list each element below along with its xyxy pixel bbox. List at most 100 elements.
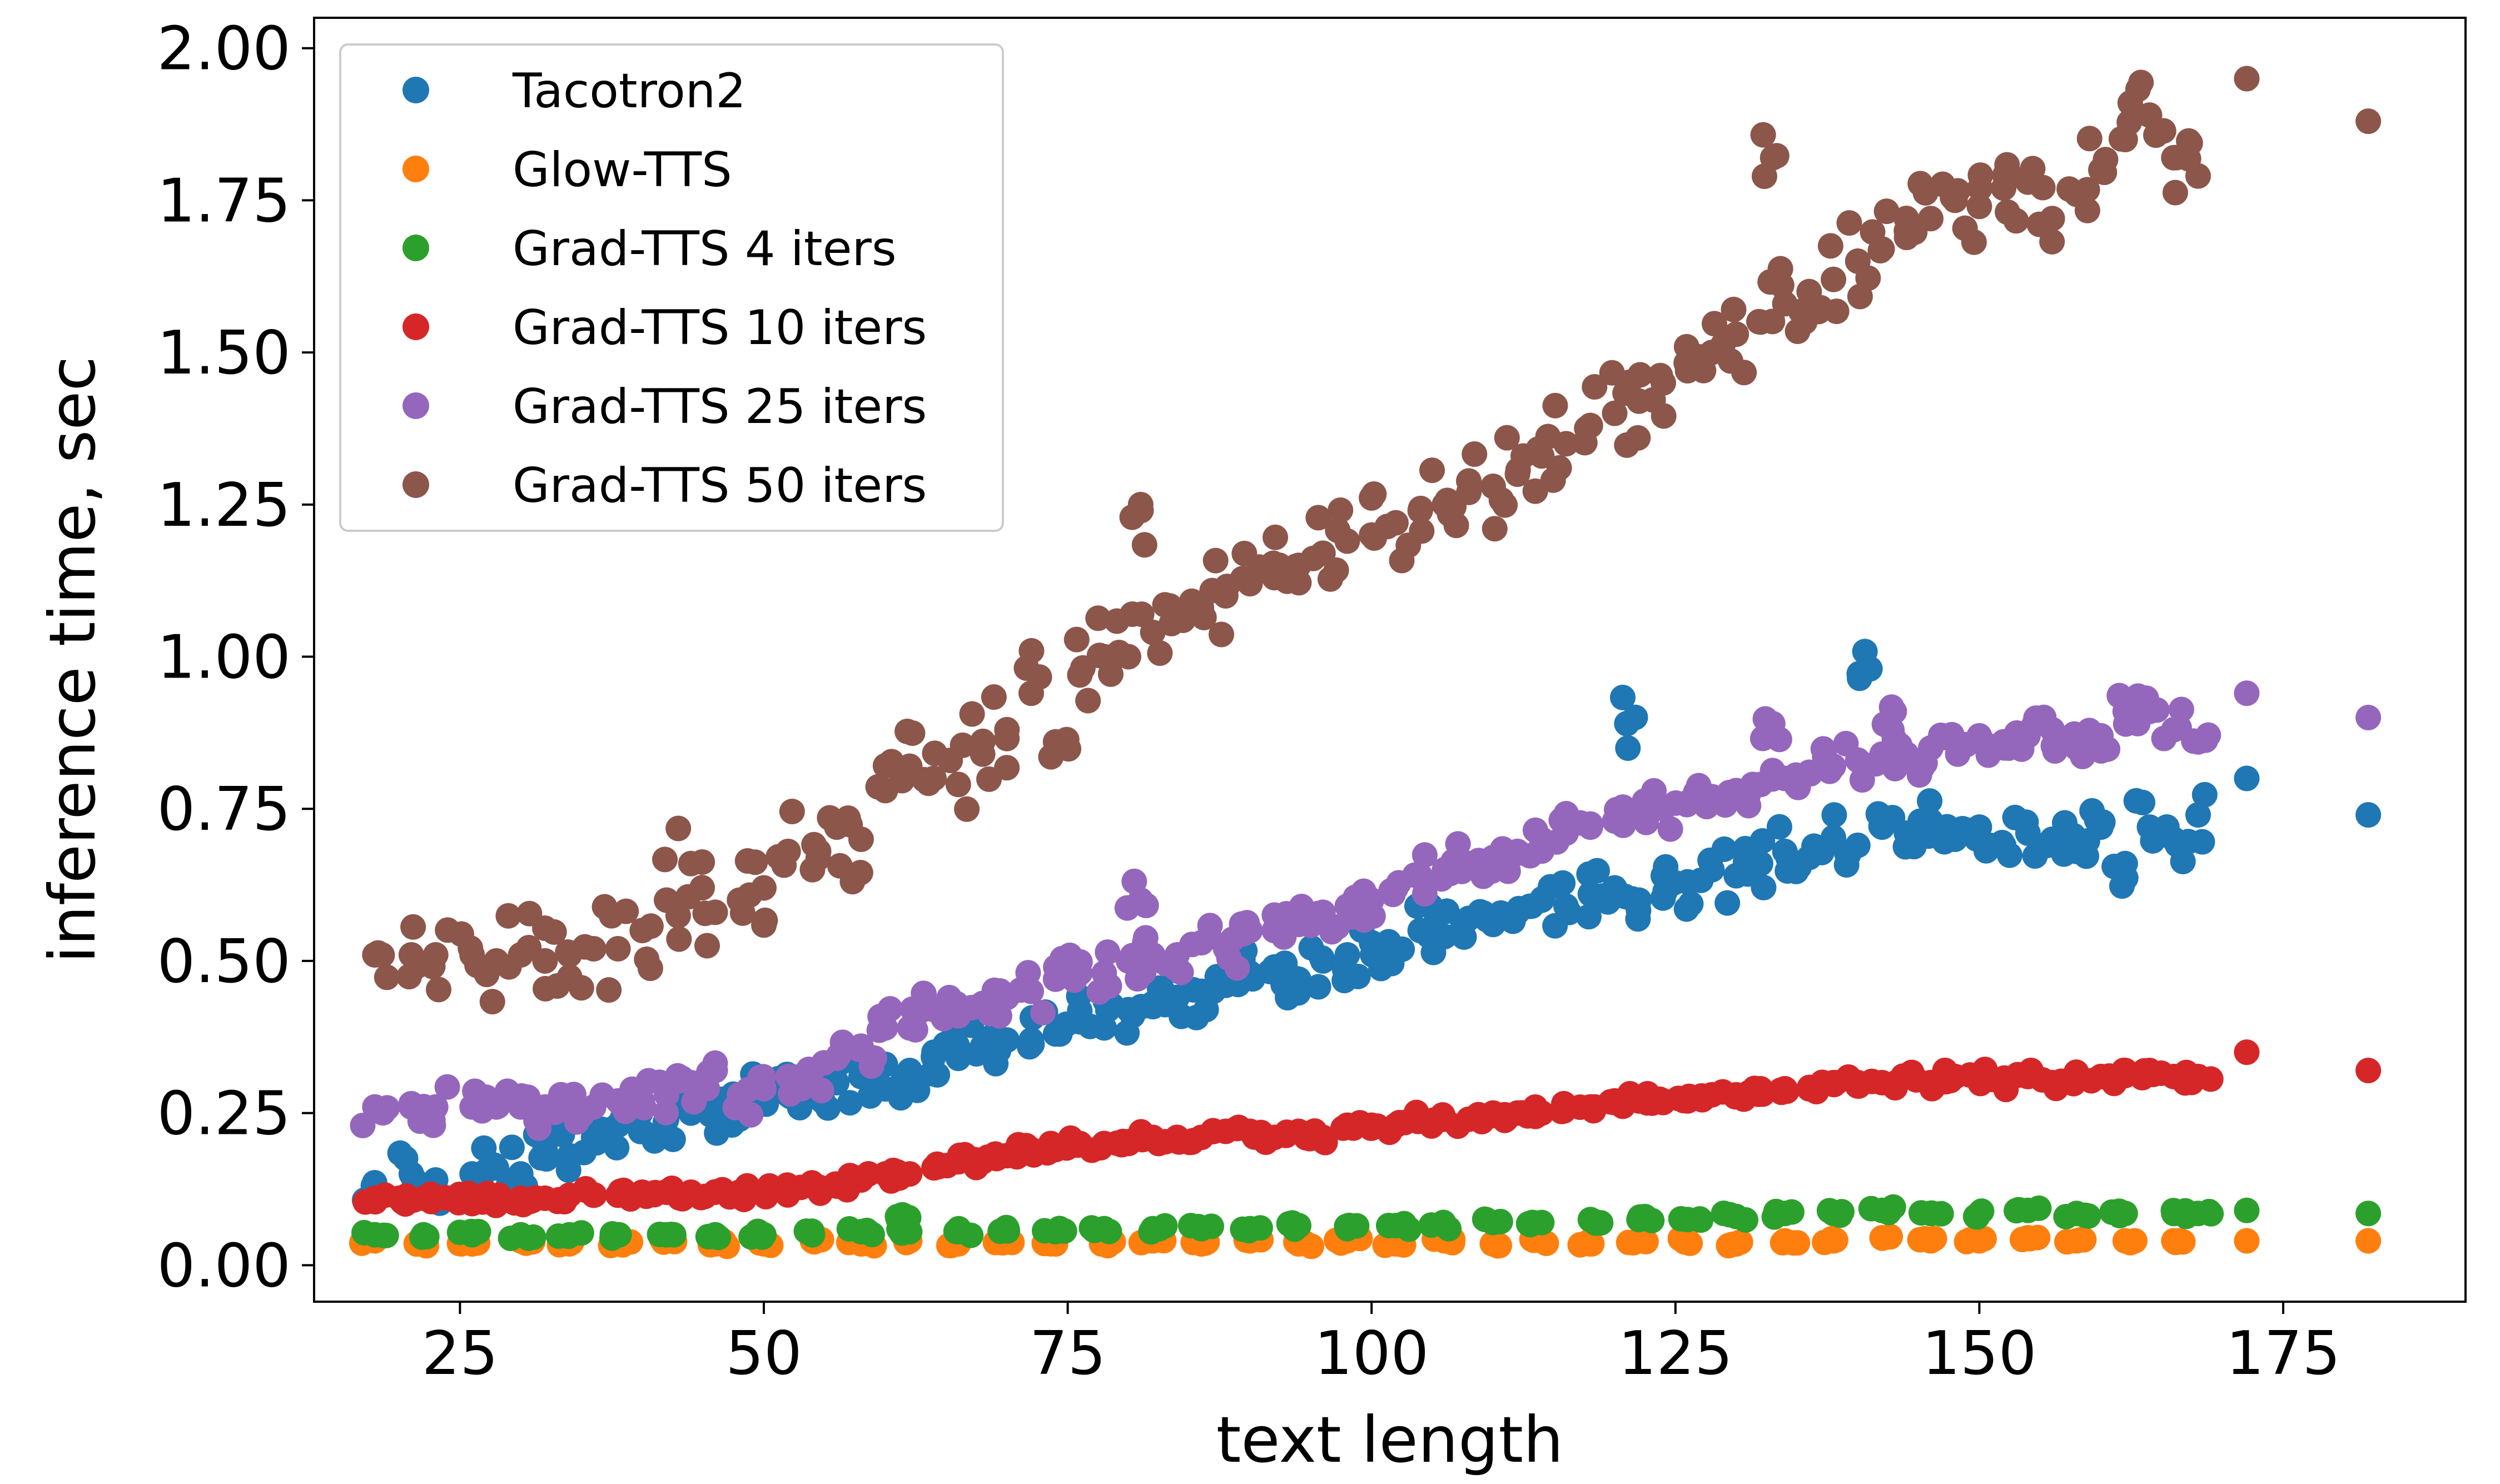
data-point <box>1852 639 1878 665</box>
data-point <box>1876 1199 1902 1226</box>
data-point <box>747 1064 773 1090</box>
data-point <box>1778 1199 1805 1225</box>
data-point <box>1546 455 1572 481</box>
data-point <box>1305 974 1331 1000</box>
data-point <box>1723 321 1749 347</box>
data-point <box>571 1139 597 1166</box>
data-point <box>1309 945 1335 971</box>
data-point <box>1619 886 1645 912</box>
data-point <box>1836 210 1862 236</box>
data-point <box>2191 781 2218 808</box>
data-point <box>1247 1215 1273 1241</box>
x-tick-label: 25 <box>422 1319 498 1388</box>
data-point <box>1200 1118 1226 1144</box>
data-point <box>1344 1213 1370 1239</box>
data-point <box>1751 163 1777 190</box>
data-point <box>1582 374 1608 400</box>
data-point <box>631 1094 657 1121</box>
data-point <box>1408 495 1434 521</box>
data-point <box>1688 1083 1714 1109</box>
data-point <box>1492 851 1518 878</box>
data-point <box>1859 1068 1885 1094</box>
data-point <box>1375 929 1401 955</box>
data-point <box>1396 1216 1422 1242</box>
data-point <box>1751 874 1777 900</box>
data-point <box>495 903 521 929</box>
data-point <box>1300 545 1326 571</box>
data-point <box>568 975 594 1001</box>
data-point <box>599 903 625 929</box>
series-4 <box>350 680 2382 1141</box>
data-point <box>2355 1057 2382 1083</box>
data-point <box>994 725 1020 751</box>
data-point <box>1031 1218 1057 1244</box>
data-point <box>1230 566 1256 592</box>
data-point <box>1797 761 1823 787</box>
data-point <box>1641 778 1667 804</box>
data-point <box>2013 809 2039 835</box>
data-point <box>2060 823 2086 849</box>
data-point <box>1668 1206 1694 1232</box>
data-point <box>2009 1227 2035 1253</box>
data-point <box>1893 225 1920 251</box>
data-point <box>479 989 505 1015</box>
data-point <box>1411 842 1438 868</box>
data-point <box>2355 802 2382 828</box>
data-point <box>2148 1060 2174 1086</box>
data-point <box>544 973 570 999</box>
data-point <box>2144 697 2170 723</box>
y-tick-label: 1.75 <box>157 166 291 236</box>
data-point <box>410 1222 436 1248</box>
data-point <box>1550 870 1576 896</box>
data-point <box>1179 932 1205 958</box>
data-point <box>694 1075 720 1102</box>
data-point <box>465 1218 491 1244</box>
x-tick-label: 100 <box>1314 1319 1429 1388</box>
data-point <box>1053 1135 1080 1161</box>
data-point <box>847 859 873 885</box>
data-point <box>806 838 832 864</box>
data-point <box>1128 1119 1154 1145</box>
data-point <box>1096 973 1122 999</box>
data-point <box>448 921 474 947</box>
data-point <box>808 1078 834 1104</box>
data-point <box>2355 108 2382 135</box>
series-3 <box>352 1039 2382 1218</box>
y-axis: 0.00 0.25 0.50 0.75 1.00 1.25 1.50 1.75 2.00 <box>157 14 314 1301</box>
data-point <box>1374 514 1400 540</box>
data-point <box>665 1068 692 1094</box>
data-point <box>2125 710 2151 736</box>
data-point <box>817 805 843 831</box>
data-point <box>1482 516 1508 542</box>
data-point <box>2355 705 2382 731</box>
data-point <box>1688 867 1714 893</box>
data-point <box>2234 680 2260 706</box>
legend-label: Grad-TTS 4 iters <box>513 221 897 277</box>
data-point <box>1120 1003 1146 1029</box>
data-point <box>1026 664 1052 690</box>
data-point <box>1153 950 1179 977</box>
data-point <box>1493 1107 1519 1133</box>
data-point <box>1056 736 1082 762</box>
data-point <box>2234 1197 2260 1223</box>
data-point <box>499 1134 525 1161</box>
data-point <box>1542 913 1568 939</box>
data-point <box>1865 801 1891 827</box>
data-point <box>1877 1224 1903 1250</box>
data-point <box>420 1112 446 1138</box>
data-point <box>628 1118 654 1144</box>
data-point <box>2172 1198 2198 1224</box>
data-point <box>1627 1204 1653 1230</box>
data-point <box>370 1100 396 1126</box>
data-point <box>2095 736 2121 762</box>
data-point <box>1661 869 1687 895</box>
data-point <box>420 953 446 979</box>
data-point <box>1462 441 1488 467</box>
data-point <box>2020 156 2046 182</box>
data-point <box>1821 266 1847 292</box>
data-point <box>872 753 898 779</box>
data-point <box>1616 1229 1642 1256</box>
data-point <box>865 774 891 800</box>
data-point <box>1061 967 1087 993</box>
data-point <box>665 903 691 929</box>
